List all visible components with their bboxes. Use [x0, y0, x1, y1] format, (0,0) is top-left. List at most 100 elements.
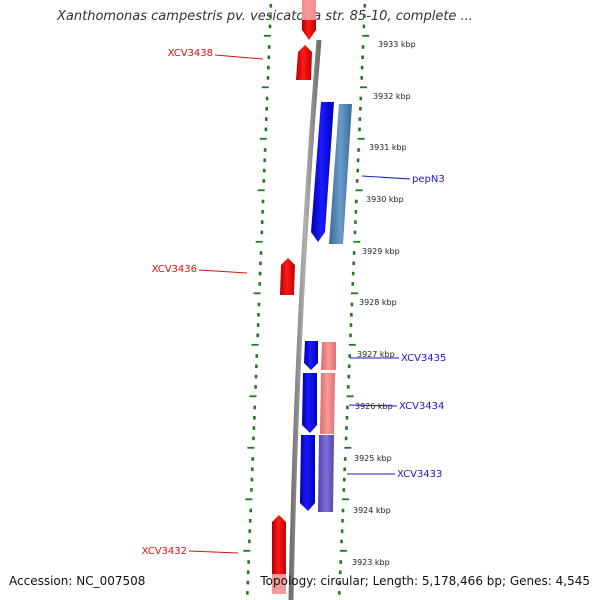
- ruler-tick: [352, 261, 355, 266]
- ruler-tick: [255, 240, 263, 243]
- ruler-tick: [362, 34, 370, 37]
- ruler-tick: [343, 477, 346, 482]
- leader-line-xcv3432: [188, 550, 239, 554]
- gene-feature-xcv3435: [304, 341, 318, 370]
- ruler-tick: [351, 271, 355, 276]
- ruler-tick: [342, 488, 346, 492]
- ruler-tick: [352, 251, 356, 255]
- ruler-tick: [360, 65, 364, 70]
- kbp-tick-label: 3925 kbp: [354, 454, 392, 463]
- ruler-tick: [341, 519, 344, 523]
- gene-feature-xcv3434: [302, 373, 317, 433]
- ruler-tick: [268, 24, 272, 29]
- ruler-tick: [340, 539, 343, 544]
- ruler-tick: [265, 96, 269, 101]
- ruler-tick: [361, 55, 364, 60]
- gene-label-xcv3436[interactable]: XCV3436: [152, 264, 197, 275]
- ruler-tick: [253, 416, 256, 420]
- ruler-tick: [339, 560, 342, 564]
- kbp-tick-label: 3932 kbp: [373, 92, 411, 101]
- ruler-tick: [360, 86, 367, 89]
- ruler-tick: [340, 529, 344, 533]
- kbp-tick-label: 3929 kbp: [362, 247, 400, 256]
- kbp-tick-label: 3930 kbp: [366, 195, 404, 204]
- kbp-tick-label: 3931 kbp: [369, 143, 407, 152]
- gene-label-xcv3433[interactable]: XCV3433: [397, 469, 442, 480]
- ruler-tick: [269, 4, 273, 8]
- ruler-tick: [354, 210, 358, 214]
- ruler-tick: [254, 385, 257, 389]
- ruler-tick: [254, 374, 258, 379]
- ruler-tick: [250, 477, 254, 482]
- ruler-tick: [262, 168, 266, 173]
- ruler-tick: [349, 333, 352, 338]
- ruler-track-right: [338, 4, 370, 595]
- gene-feature-xcv3434-product: [320, 373, 335, 434]
- ruler-tick: [265, 117, 268, 121]
- ruler-tick: [263, 148, 267, 152]
- ruler-tick: [251, 343, 259, 346]
- kbp-tick-label: 3924 kbp: [353, 506, 391, 515]
- ruler-tick: [354, 220, 357, 224]
- ruler-tick: [346, 405, 349, 410]
- topology-text: Topology: circular; Length: 5,178,466 bp…: [260, 574, 590, 588]
- ruler-tick: [263, 158, 266, 163]
- ruler-tick: [343, 457, 347, 461]
- ruler-tick: [247, 560, 250, 564]
- ruler-tick: [344, 446, 352, 449]
- ruler-tick: [363, 4, 367, 8]
- ruler-tick: [258, 282, 261, 286]
- ruler-tick: [248, 529, 252, 533]
- ruler-tick: [252, 436, 255, 441]
- ruler-tick: [256, 333, 259, 338]
- ruler-tick: [348, 343, 356, 346]
- ruler-tick: [267, 45, 271, 49]
- ruler-tick: [344, 436, 348, 441]
- gene-feature-pepn3: [311, 102, 334, 242]
- ruler-tick: [248, 519, 252, 523]
- ruler-tick: [358, 127, 361, 132]
- kbp-tick-label: 3927 kbp: [357, 350, 395, 359]
- gene-feature-pepn3-product: [329, 104, 352, 244]
- ruler-tick: [249, 395, 257, 398]
- gene-feature-top-partial-light: [302, 0, 316, 20]
- ruler-tick: [347, 364, 351, 369]
- ruler-tick: [355, 189, 363, 192]
- ruler-tick: [345, 426, 348, 430]
- ruler-tick: [339, 570, 342, 575]
- gene-label-xcv3432[interactable]: XCV3432: [142, 546, 187, 557]
- kbp-tick-label: 3923 kbp: [352, 558, 390, 567]
- ruler-tick: [356, 168, 359, 173]
- gene-label-pepn3[interactable]: pepN3: [412, 174, 445, 185]
- ruler-tick: [249, 508, 252, 513]
- ruler-tick: [264, 127, 268, 132]
- ruler-tick: [267, 65, 270, 70]
- ruler-tick: [250, 488, 253, 492]
- ruler-tick: [351, 282, 355, 286]
- ruler-tick: [257, 313, 260, 317]
- ruler-tick: [353, 240, 361, 243]
- gene-label-xcv3435[interactable]: XCV3435: [401, 353, 446, 364]
- ruler-tick: [348, 354, 351, 358]
- ruler-tick: [338, 591, 341, 595]
- gene-label-xcv3438[interactable]: XCV3438: [168, 48, 213, 59]
- ruler-tick: [357, 148, 360, 152]
- accession-text: Accession: NC_007508: [9, 574, 146, 588]
- ruler-tick: [256, 323, 260, 327]
- ruler-tick: [347, 385, 350, 389]
- ruler-tick: [259, 261, 262, 266]
- ruler-tick: [259, 137, 267, 140]
- ruler-track-left: [243, 4, 273, 595]
- ruler-tick: [345, 416, 349, 420]
- ruler-tick: [260, 220, 264, 224]
- ruler-tick: [355, 199, 358, 204]
- ruler-tick: [261, 86, 269, 89]
- ruler-tick: [258, 271, 262, 276]
- ruler-tick: [360, 76, 363, 80]
- ruler-tick: [355, 179, 359, 183]
- gene-label-xcv3434[interactable]: XCV3434: [399, 401, 444, 412]
- ruler-tick: [267, 55, 271, 60]
- ruler-tick: [247, 446, 255, 449]
- gene-feature-xcv3432-light: [272, 574, 286, 594]
